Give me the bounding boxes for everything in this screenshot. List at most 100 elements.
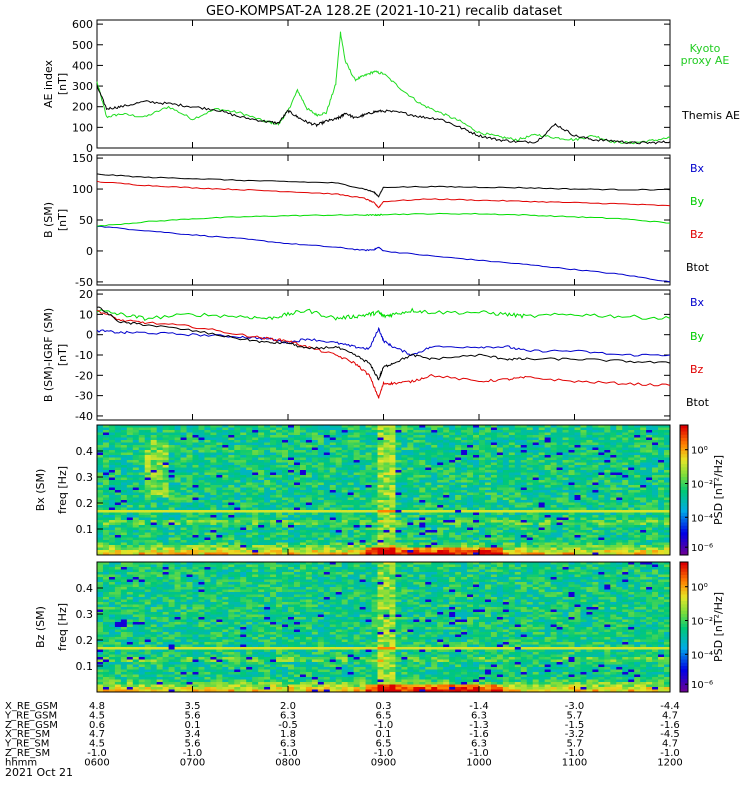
spectrogram-cell [240,535,247,538]
spectrogram-cell [413,542,420,546]
spectrogram-cell [484,512,492,516]
spectrogram-cell [377,552,384,556]
spectrogram-cell [508,442,516,446]
spectrogram-cell [520,467,528,471]
spectrogram-cell [532,447,540,451]
spectrogram-cell [108,525,116,528]
spectrogram-cell [508,507,516,511]
spectrogram-cell [126,540,134,543]
spectrogram-cell [240,442,247,446]
spectrogram-cell [562,437,569,441]
spectrogram-cell [258,500,265,503]
spectrogram-cell [329,442,337,446]
spectrogram-cell [293,532,301,536]
spectrogram-cell [604,505,611,508]
spectrogram-cell [186,440,193,443]
spectrogram-cell [479,512,486,516]
spectrogram-cell [502,445,510,448]
spectrogram-cell [347,492,355,496]
spectrogram-cell [544,450,552,453]
spectrogram-cell [490,430,498,433]
spectrogram-cell [174,460,181,463]
spectrogram-cell [538,520,546,523]
spectrogram-cell [628,495,635,498]
spectrogram-cell [234,537,241,541]
spectrogram-cell [598,447,605,451]
spectrogram-cell [407,437,414,441]
spectrogram-cell [317,430,325,433]
spectrogram-cell [258,432,265,436]
spectrogram-cell [574,467,581,471]
spectrogram-cell [108,450,116,453]
spectrogram-cell [234,517,241,521]
spectrogram-cell [377,517,384,521]
spectrogram-cell [455,470,462,473]
spectrogram-cell [467,457,474,461]
spectrogram-cell [299,540,307,543]
spectrogram-cell [246,512,253,516]
spectrogram-cell [461,512,468,516]
spectrogram-cell [431,517,438,521]
spectrogram-cell [114,475,122,478]
spectrogram-cell [282,547,289,551]
spectrogram-cell [114,435,122,438]
spectrogram-cell [646,495,653,498]
spectrogram-cell [102,502,110,506]
spectrogram-cell [97,542,104,546]
spectrogram-cell [276,430,283,433]
spectrogram-cell [288,552,295,556]
spectrogram-cell [425,445,432,448]
spectrogram-cell [419,457,426,461]
spectrogram-cell [276,425,283,428]
spectrogram-cell [365,542,372,546]
spectrogram-cell [538,465,546,468]
spectrogram-cell [562,500,569,503]
spectrogram-cell [461,457,468,461]
spectrogram-cell [234,487,241,491]
spectrogram-cell [508,450,516,453]
spectrogram-cell [634,515,641,518]
spectrogram-cell [192,545,199,548]
spectrogram-cell [496,425,504,428]
spectrogram-cell [144,482,152,486]
y-tick-label: 10 [79,308,93,321]
spectrogram-cell [437,552,444,556]
spectrogram-cell [401,447,408,451]
spectrogram-cell [138,510,146,513]
spectrogram-cell [473,527,480,531]
spectrogram-cell [126,530,134,533]
spectrogram-cell [180,535,187,538]
spectrogram-cell [258,425,265,428]
spectrogram-cell [407,495,414,498]
spectrogram-cell [443,467,450,471]
spectrogram-cell [222,522,229,526]
spectrogram-cell [574,535,581,538]
spectrogram-cell [580,442,587,446]
spectrogram-cell [419,540,426,543]
spectrogram-cell [419,500,426,503]
spectrogram-cell [102,515,110,518]
spectrogram-cell [604,487,611,491]
spectrogram-cell [616,470,623,473]
spectrogram-cell [323,492,331,496]
spectrogram-cell [413,545,420,548]
spectrogram-cell [282,472,289,476]
spectrogram-cell [174,432,181,436]
spectrogram-cell [383,500,390,503]
spectrogram-cell [252,482,259,486]
spectrogram-cell [568,452,575,456]
spectrogram-cell [610,532,617,536]
spectrogram-cell [473,482,480,486]
spectrogram-cell [132,522,140,526]
spectrogram-cell [102,530,110,533]
spectrogram-cell [144,497,152,501]
spectrogram-cell [240,467,247,471]
spectrogram-cell [514,525,522,528]
spectrogram-cell [198,442,205,446]
spectrogram-cell [616,515,623,518]
spectrogram-cell [305,457,313,461]
spectrogram-cell [156,467,164,471]
spectrogram-cell [132,445,140,448]
spectrogram-cell [538,535,546,538]
spectrogram-cell [377,467,384,471]
